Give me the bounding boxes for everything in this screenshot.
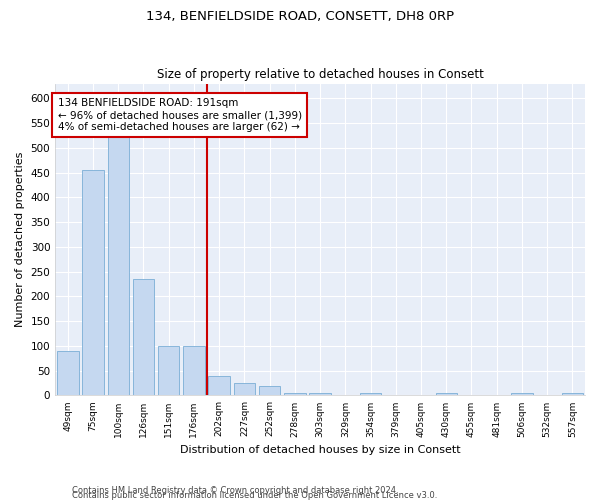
X-axis label: Distribution of detached houses by size in Consett: Distribution of detached houses by size … bbox=[180, 445, 460, 455]
Bar bbox=[82, 170, 104, 396]
Bar bbox=[360, 394, 381, 396]
Bar bbox=[259, 386, 280, 396]
Bar bbox=[562, 394, 583, 396]
Text: Contains HM Land Registry data © Crown copyright and database right 2024.: Contains HM Land Registry data © Crown c… bbox=[72, 486, 398, 495]
Text: Contains public sector information licensed under the Open Government Licence v3: Contains public sector information licen… bbox=[72, 491, 437, 500]
Y-axis label: Number of detached properties: Number of detached properties bbox=[15, 152, 25, 327]
Bar bbox=[158, 346, 179, 396]
Text: 134, BENFIELDSIDE ROAD, CONSETT, DH8 0RP: 134, BENFIELDSIDE ROAD, CONSETT, DH8 0RP bbox=[146, 10, 454, 23]
Bar bbox=[57, 351, 79, 396]
Bar bbox=[284, 393, 305, 396]
Bar bbox=[107, 118, 129, 396]
Bar bbox=[208, 376, 230, 396]
Text: 134 BENFIELDSIDE ROAD: 191sqm
← 96% of detached houses are smaller (1,399)
4% of: 134 BENFIELDSIDE ROAD: 191sqm ← 96% of d… bbox=[58, 98, 302, 132]
Bar bbox=[183, 346, 205, 396]
Bar bbox=[133, 279, 154, 396]
Bar bbox=[310, 394, 331, 396]
Bar bbox=[511, 394, 533, 396]
Bar bbox=[436, 394, 457, 396]
Title: Size of property relative to detached houses in Consett: Size of property relative to detached ho… bbox=[157, 68, 484, 81]
Bar bbox=[233, 383, 255, 396]
